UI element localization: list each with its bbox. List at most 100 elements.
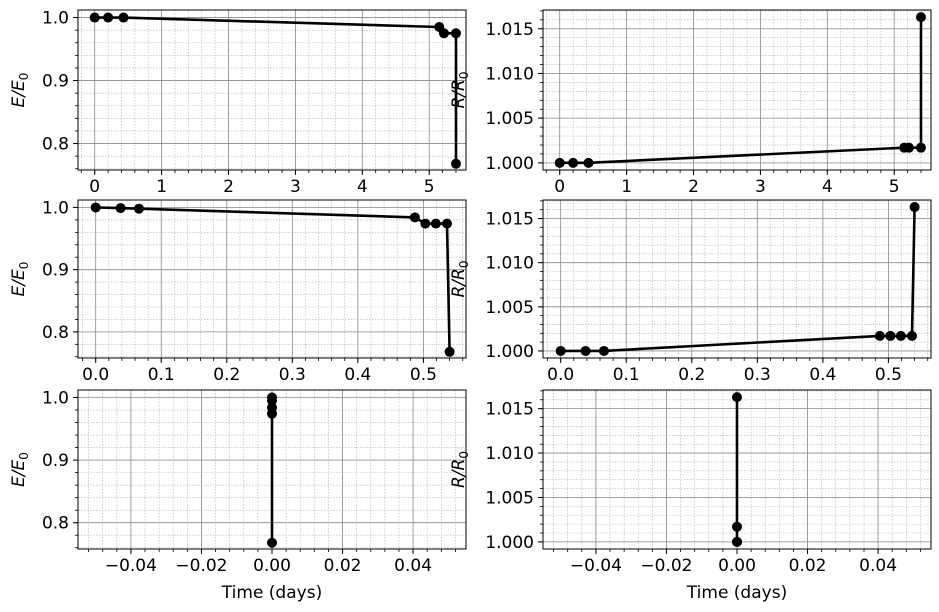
x-tick-label: 0.04 (394, 556, 432, 576)
x-tick-label: 0.2 (213, 365, 240, 385)
x-tick-label: 0.02 (789, 556, 827, 576)
data-point (598, 345, 609, 356)
x-tick-label: 0.1 (148, 365, 175, 385)
data-point (115, 203, 126, 214)
x-tick-label: 5 (889, 177, 900, 197)
x-tick-label: −0.02 (175, 556, 227, 576)
y-tick-label: 1.010 (485, 64, 534, 84)
data-point (732, 536, 742, 547)
y-tick-label: 0.9 (42, 451, 69, 471)
x-tick-label: −0.02 (640, 556, 692, 576)
x-tick-label: 0 (554, 177, 565, 197)
y-axis-label: E/E0 (9, 73, 31, 108)
y-tick-label: 1.010 (485, 444, 534, 464)
x-tick-label: 0.5 (875, 365, 902, 385)
y-tick-label: 1.0 (42, 389, 69, 409)
y-tick-label: 1.010 (485, 254, 534, 274)
y-tick-label: 1.000 (485, 533, 534, 553)
y-tick-label: 1.000 (485, 342, 534, 362)
x-axis-label: Time (days) (686, 583, 787, 603)
data-point (732, 521, 742, 532)
data-point (133, 203, 144, 214)
axes-frame (77, 199, 467, 359)
x-tick-label: 4 (357, 177, 368, 197)
data-point (103, 12, 114, 23)
data-point (583, 157, 594, 168)
data-point (118, 12, 129, 23)
x-tick-label: −0.04 (570, 556, 622, 576)
data-point (450, 28, 461, 39)
data-point (554, 157, 565, 168)
data-point (267, 395, 277, 406)
chart-panel-3: 0.0 0.1 0.2 0.3 0.4 0.5 0.8 0.9 1.0 E/E0 (9, 198, 467, 385)
x-axis-label: Time (days) (221, 583, 322, 603)
x-tick-label: 0.0 (82, 365, 109, 385)
y-tick-label: 0.9 (42, 261, 69, 281)
data-point (438, 28, 449, 39)
x-tick-label: 0.00 (253, 556, 291, 576)
x-tick-label: 1 (621, 177, 632, 197)
y-tick-label: 1.015 (485, 400, 534, 420)
x-tick-label: 3 (755, 177, 766, 197)
chart-panel-2: 0 1 2 3 4 5 1.000 1.005 1.010 1.015 R/R0 (449, 9, 932, 197)
x-tick-label: 0.3 (744, 365, 771, 385)
x-tick-label: 0.4 (809, 365, 836, 385)
data-point (409, 212, 420, 223)
y-axis-label: R/R0 (449, 261, 471, 298)
y-tick-label: 0.8 (42, 514, 69, 534)
x-tick-label: 0.0 (547, 365, 574, 385)
x-tick-label: 0.1 (613, 365, 640, 385)
data-point (732, 392, 742, 403)
y-tick-label: 0.8 (42, 135, 69, 155)
y-tick-label: 1.005 (485, 298, 534, 318)
x-tick-label: 2 (688, 177, 699, 197)
data-point (909, 202, 920, 213)
series-line (94, 16, 458, 164)
data-point (450, 158, 461, 169)
series-line (559, 17, 923, 165)
x-tick-label: 5 (424, 177, 435, 197)
y-axis-label: E/E0 (9, 452, 31, 487)
data-point (444, 346, 455, 357)
data-point (915, 12, 926, 23)
x-tick-label: 1 (156, 177, 167, 197)
data-point (441, 218, 452, 229)
data-point (906, 330, 917, 341)
x-tick-label: −0.04 (105, 556, 157, 576)
x-tick-label: 0.00 (718, 556, 756, 576)
axes-frame (542, 199, 932, 359)
data-point (430, 218, 441, 229)
x-tick-label: 3 (290, 177, 301, 197)
y-tick-label: 1.000 (485, 154, 534, 174)
x-tick-label: 2 (223, 177, 234, 197)
data-point (895, 330, 906, 341)
y-tick-label: 1.005 (485, 109, 534, 129)
y-tick-label: 1.015 (485, 210, 534, 230)
data-point (903, 142, 914, 153)
data-point (420, 218, 431, 229)
x-tick-label: 0.5 (410, 365, 437, 385)
x-tick-label: 0 (89, 177, 100, 197)
axes-frame (542, 9, 932, 171)
chart-panel-4: 0.0 0.1 0.2 0.3 0.4 0.5 1.000 1.005 1.010 1.015 R/… (449, 199, 932, 385)
y-tick-label: 1.015 (485, 20, 534, 40)
chart-panel-6: −0.04 −0.02 0.00 0.02 0.04 1.000 1.005 1.010 1.0… (449, 389, 932, 603)
x-tick-label: 4 (822, 177, 833, 197)
chart-panel-5: −0.04 −0.02 0.00 0.02 0.04 0.8 0.9 1.0 E/E0 Time … (9, 389, 467, 603)
y-tick-label: 0.9 (42, 72, 69, 92)
axes-frame (77, 9, 467, 171)
y-axis-label: R/R0 (449, 72, 471, 109)
x-tick-label: 0.2 (678, 365, 705, 385)
x-tick-label: 0.04 (859, 556, 897, 576)
y-axis-label: R/R0 (449, 451, 471, 488)
data-point (580, 345, 591, 356)
data-point (267, 408, 277, 419)
x-tick-label: 0.02 (324, 556, 362, 576)
data-point (568, 157, 579, 168)
data-point (89, 12, 100, 23)
x-tick-label: 0.3 (279, 365, 306, 385)
data-point (915, 142, 926, 153)
y-tick-label: 1.005 (485, 488, 534, 508)
series-line (95, 206, 451, 352)
